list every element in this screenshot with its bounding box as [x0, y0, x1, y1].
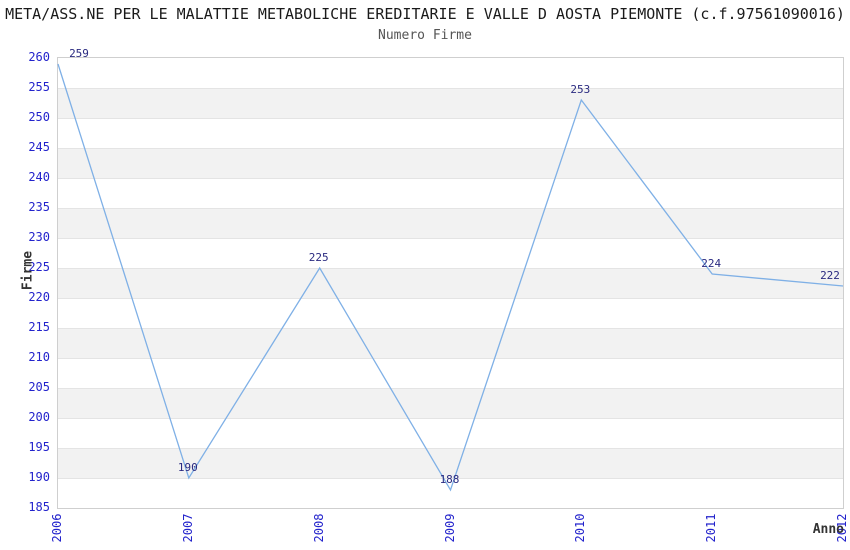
y-tick-label: 205 — [28, 380, 50, 394]
y-tick-label: 195 — [28, 440, 50, 454]
gridline — [58, 178, 843, 179]
y-tick-label: 235 — [28, 200, 50, 214]
y-tick-label: 220 — [28, 290, 50, 304]
x-tick-label: 2007 — [180, 513, 195, 543]
gridline — [58, 238, 843, 239]
gridline — [58, 478, 843, 479]
gridline — [58, 268, 843, 269]
x-tick-label: 2009 — [442, 513, 457, 543]
gridline — [58, 388, 843, 389]
background-band — [58, 388, 843, 418]
x-tick-label: 2006 — [50, 513, 64, 543]
y-tick-label: 250 — [28, 110, 50, 124]
gridline — [58, 358, 843, 359]
background-band — [58, 328, 843, 358]
y-tick-label: 225 — [28, 260, 50, 274]
gridline — [58, 418, 843, 419]
point-value-label: 224 — [701, 257, 722, 270]
chart-subtitle: Numero Firme — [378, 28, 472, 43]
gridline — [58, 208, 843, 209]
y-axis-title: Firme — [20, 250, 36, 291]
x-axis-title: Anno — [812, 522, 844, 537]
gridline — [58, 148, 843, 149]
y-tick-label: 245 — [28, 140, 50, 154]
point-value-label: 190 — [177, 461, 198, 474]
point-value-label: 222 — [820, 269, 840, 282]
data-line-svg — [57, 63, 844, 492]
gridline — [58, 118, 843, 119]
x-tick-label: 2008 — [311, 513, 326, 543]
y-tick-label: 260 — [28, 50, 50, 64]
y-tick-label: 240 — [28, 170, 50, 184]
background-band — [58, 88, 843, 118]
point-value-label: 259 — [69, 47, 89, 60]
gridline — [58, 328, 843, 329]
y-tick-label: 230 — [28, 230, 50, 244]
y-tick-label: 255 — [28, 80, 50, 94]
background-band — [58, 448, 843, 478]
y-tick-label: 190 — [28, 470, 50, 484]
background-band — [58, 148, 843, 178]
data-line — [57, 63, 844, 492]
y-tick-label: 215 — [28, 320, 50, 334]
gridline — [58, 88, 843, 89]
gridline — [58, 298, 843, 299]
point-value-label: 225 — [308, 251, 329, 264]
point-value-label: 188 — [439, 473, 460, 486]
y-tick-label: 185 — [28, 500, 50, 514]
point-value-label: 253 — [570, 83, 591, 96]
background-band — [58, 208, 843, 238]
y-tick-label: 200 — [28, 410, 50, 424]
x-tick-label: 2011 — [704, 513, 719, 543]
x-tick-label: 2010 — [573, 513, 588, 543]
plot-area — [57, 57, 844, 509]
y-tick-label: 210 — [28, 350, 50, 364]
gridline — [58, 448, 843, 449]
chart-title: META/ASS.NE PER LE MALATTIE METABOLICHE … — [5, 5, 845, 23]
